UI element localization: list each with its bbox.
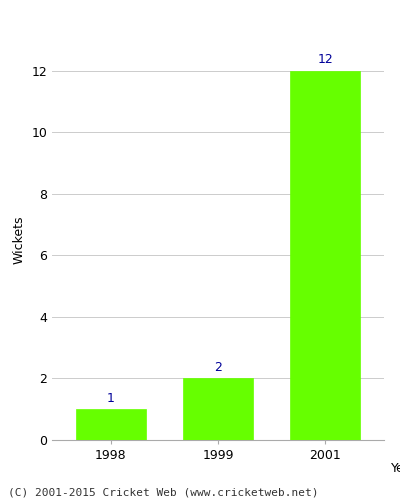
Text: 1: 1 [107, 392, 115, 404]
Text: 2: 2 [214, 361, 222, 374]
Bar [183, 378, 253, 440]
Bar [76, 409, 146, 440]
Text: Year: Year [391, 462, 400, 475]
Text: 12: 12 [317, 53, 333, 66]
Y-axis label: Wickets: Wickets [13, 216, 26, 264]
Text: (C) 2001-2015 Cricket Web (www.cricketweb.net): (C) 2001-2015 Cricket Web (www.cricketwe… [8, 488, 318, 498]
Bar [290, 71, 360, 440]
